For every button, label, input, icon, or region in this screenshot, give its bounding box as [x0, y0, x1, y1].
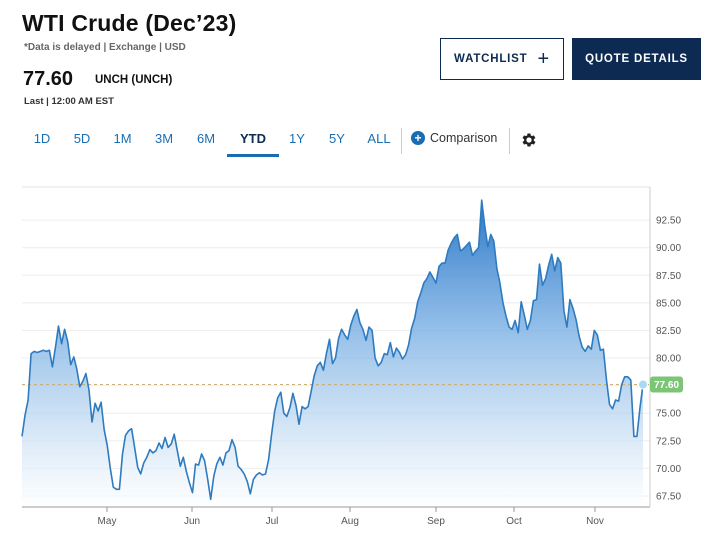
range-tab-1m[interactable]: 1M: [113, 131, 132, 146]
page-title: WTI Crude (Dec’23): [22, 10, 237, 36]
x-tick-label: Jul: [266, 516, 279, 527]
plus-circle-icon: +: [411, 131, 425, 145]
range-tab-1d[interactable]: 1D: [33, 131, 51, 146]
current-price-badge-bg: [650, 376, 683, 393]
x-tick-label: Oct: [506, 516, 522, 527]
range-tab-6m[interactable]: 6M: [196, 131, 216, 146]
range-tab-5y[interactable]: 5Y: [329, 131, 345, 146]
current-price-dot: [638, 379, 648, 390]
x-tick-label: Sep: [427, 516, 445, 527]
y-tick-label: 67.50: [656, 491, 681, 502]
toolbar-divider: [509, 128, 510, 154]
y-tick-label: 82.50: [656, 326, 681, 337]
x-tick-label: May: [98, 516, 117, 527]
current-price-badge: 77.60: [650, 376, 683, 393]
y-tick-label: 87.50: [656, 271, 681, 282]
y-tick-label: 70.00: [656, 464, 681, 475]
x-tick-label: Jun: [184, 516, 200, 527]
plus-icon: +: [537, 48, 550, 70]
range-tab-all[interactable]: ALL: [367, 131, 391, 146]
watchlist-button[interactable]: WATCHLIST +: [440, 38, 564, 80]
price-line: [21, 199, 644, 501]
comparison-button[interactable]: + Comparison: [411, 131, 497, 145]
y-tick-label: 75.00: [656, 409, 681, 420]
x-tick-label: Aug: [341, 516, 359, 527]
gear-icon[interactable]: [520, 131, 538, 149]
last-update-time: Last | 12:00 AM EST: [24, 96, 114, 107]
y-tick-label: 80.00: [656, 354, 681, 365]
y-tick-label: 90.00: [656, 243, 681, 254]
price-chart[interactable]: 92.5090.0087.5085.0082.5080.0077.5075.00…: [0, 185, 711, 535]
range-tab-5d[interactable]: 5D: [73, 131, 91, 146]
price-area: [22, 200, 643, 507]
toolbar-divider: [401, 128, 402, 154]
y-tick-label: 85.00: [656, 298, 681, 309]
quote-details-button[interactable]: QUOTE DETAILS: [572, 38, 701, 80]
range-tab-1y[interactable]: 1Y: [289, 131, 305, 146]
comparison-label: Comparison: [430, 131, 498, 145]
last-price: 77.60: [23, 68, 74, 90]
price-change: UNCH (UNCH): [95, 74, 173, 86]
x-tick-label: Nov: [586, 516, 604, 527]
watchlist-label: WATCHLIST: [454, 53, 528, 65]
current-price-label: 77.60: [654, 380, 679, 391]
range-tab-3m[interactable]: 3M: [154, 131, 174, 146]
time-range-tabs: 1D 5D 1M 3M 6M YTD 1Y 5Y ALL: [22, 126, 399, 157]
y-tick-label: 92.50: [656, 216, 681, 227]
data-delay-note: *Data is delayed | Exchange | USD: [24, 42, 186, 53]
range-tab-ytd[interactable]: YTD: [227, 126, 279, 157]
y-tick-label: 72.50: [656, 436, 681, 447]
